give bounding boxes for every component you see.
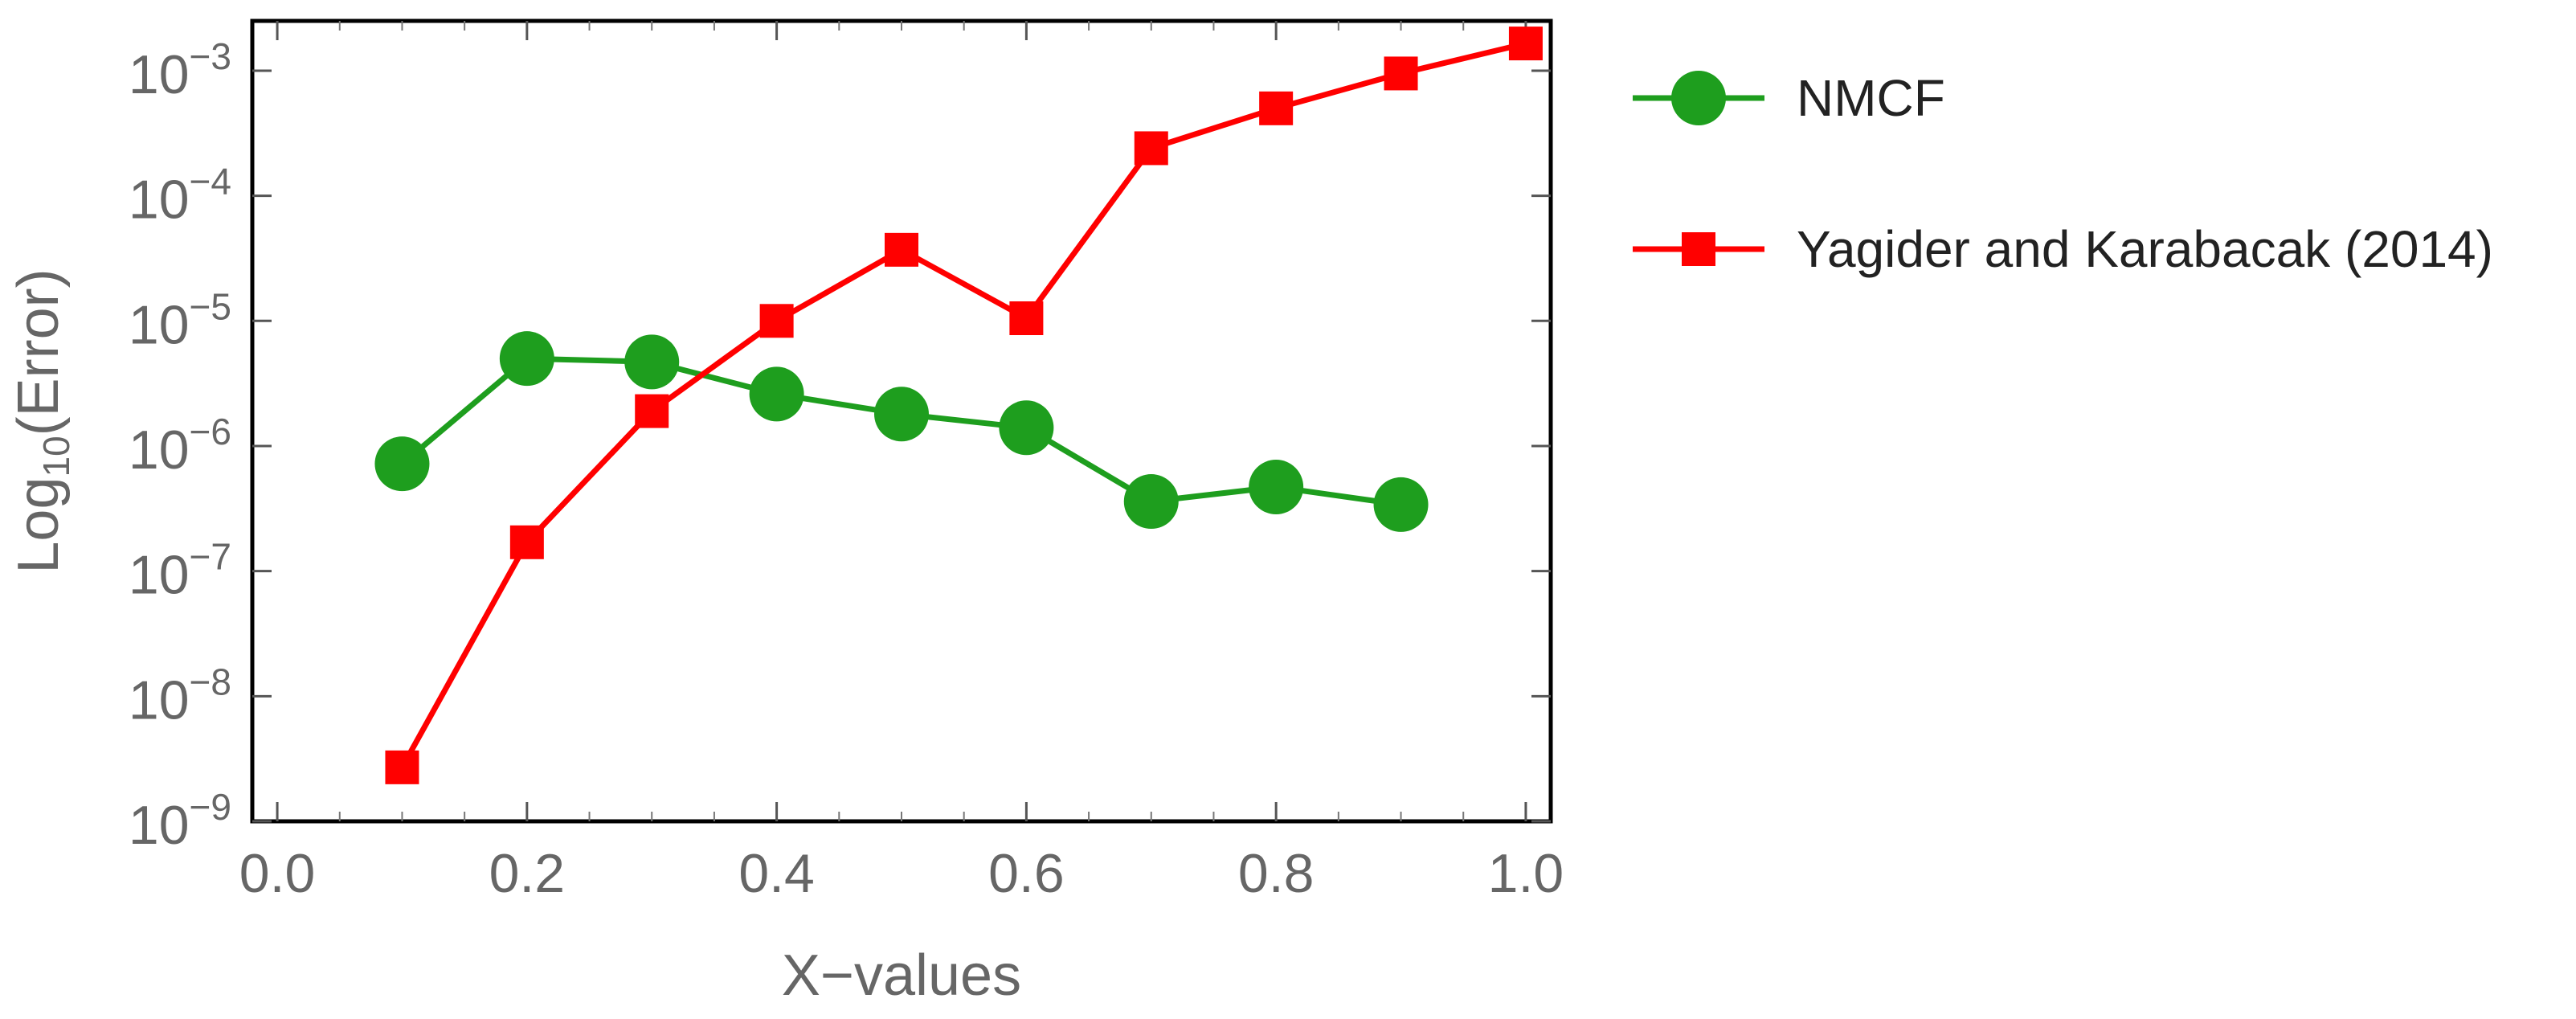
series-2-point (759, 304, 794, 338)
y-tick-label: 10−3 (129, 35, 231, 105)
x-tick-label: 0.2 (489, 843, 566, 904)
series-line-2 (399, 40, 1527, 769)
series-1-point (999, 400, 1054, 456)
series-2-point (1009, 301, 1044, 336)
y-axis-title-rest: (Error) (6, 268, 71, 436)
series-2-point (1384, 56, 1418, 91)
y-tick-label: 10−7 (129, 536, 231, 606)
x-tick-label: 1.0 (1488, 843, 1564, 904)
x-tick-label: 0.6 (988, 843, 1065, 904)
y-axis-ticks: 10−9 10−8 10−7 10−6 10−5 10−4 10−3 (129, 35, 1551, 856)
legend-marker-1 (1671, 71, 1726, 125)
x-axis-title: X−values (782, 943, 1021, 1008)
series-1-point (1123, 474, 1179, 530)
x-tick-label: 0.8 (1238, 843, 1315, 904)
series-1-point (749, 366, 804, 422)
series-1-point (624, 334, 680, 390)
series-1-point (1373, 477, 1429, 532)
x-tick-label: 0.0 (239, 843, 316, 904)
series-1-point (499, 331, 554, 387)
legend-marker-2 (1682, 232, 1715, 266)
y-tick-label: 10−6 (129, 411, 231, 481)
series-2-point (885, 232, 918, 267)
series-2-point (1259, 91, 1294, 125)
series-layer (374, 27, 1543, 784)
y-tick-label: 10−5 (129, 285, 231, 355)
y-tick-label: 10−9 (129, 786, 231, 856)
y-tick-label: 10−8 (129, 661, 231, 730)
series-2-point (635, 394, 669, 428)
series-2-point (509, 525, 544, 559)
series-2-point (1134, 131, 1168, 166)
series-1-point (874, 387, 929, 442)
legend-label-1: NMCF (1797, 69, 1945, 127)
y-tick-label: 10−4 (129, 161, 231, 231)
y-axis-title: Log10(Error) (6, 268, 77, 573)
series-2-point (385, 750, 419, 784)
x-axis-ticks: 0.0 0.2 0.4 0.6 0.8 1.0 (239, 21, 1564, 904)
legend: NMCF Yagider and Karabacak (2014) (1633, 69, 2493, 278)
legend-label-2: Yagider and Karabacak (2014) (1797, 220, 2493, 278)
x-tick-label: 0.4 (738, 843, 815, 904)
series-2-point (1508, 27, 1543, 61)
series-1-point (374, 436, 430, 492)
y-axis-title-subscript: 10 (35, 436, 77, 477)
y-axis-title-main: Log (6, 477, 71, 573)
series-1-point (1249, 460, 1304, 515)
